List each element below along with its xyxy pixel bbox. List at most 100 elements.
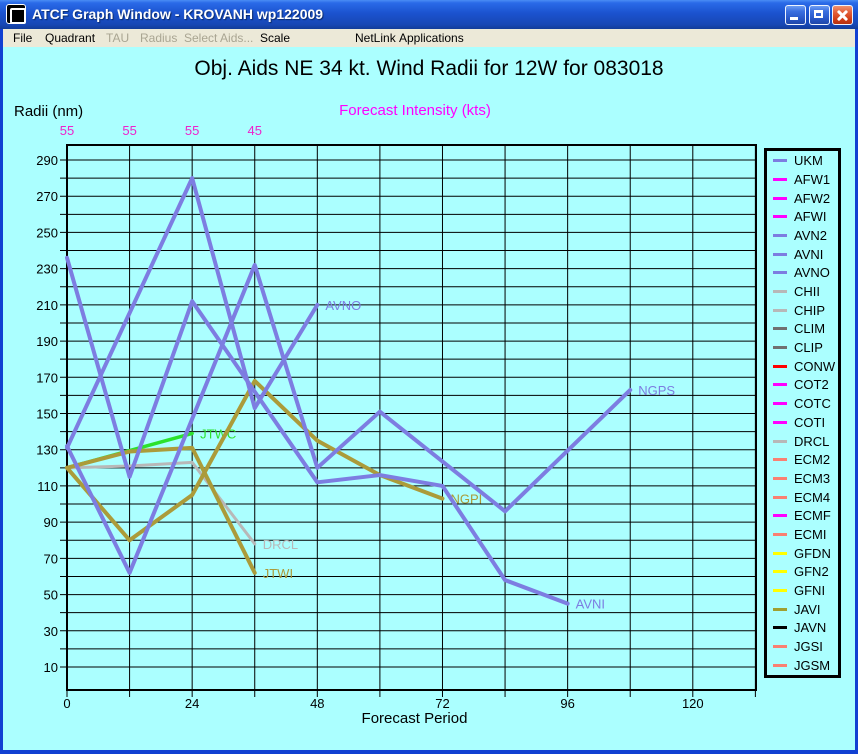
legend-swatch-drcl [773, 439, 787, 443]
legend-label-clip: CLIP [794, 340, 823, 356]
legend-label-javn: JAVN [794, 620, 827, 636]
minimize-button[interactable] [785, 5, 806, 25]
y-axis-title: Radii (nm) [14, 103, 84, 120]
legend-swatch-ecm4 [773, 495, 787, 499]
menu-item-radius: Radius [140, 31, 178, 45]
legend-box: UKM AFW1 AFW2 AFWI AVN2 AVNI AVNO CHII CHIP CLIM C… [764, 148, 841, 678]
legend-label-ecm4: ECM4 [794, 489, 831, 505]
legend-label-avni: AVNI [794, 246, 824, 262]
legend-label-gfn2: GFN2 [794, 564, 829, 580]
legend-swatch-ukm [773, 159, 787, 163]
menu-item-applications[interactable]: Applications [399, 31, 464, 45]
x-axis-title: Forecast Period [361, 710, 468, 727]
legend-label-afw1: AFW1 [794, 171, 831, 187]
x-tick-label-48: 48 [310, 696, 324, 711]
legend-item-gfdn: GFDN [767, 544, 838, 562]
x-tick-label-72: 72 [435, 696, 449, 711]
window-title: ATCF Graph Window - KROVANH wp122009 [32, 6, 324, 22]
legend-label-conw: CONW [794, 358, 836, 374]
chart-title: Obj. Aids NE 34 kt. Wind Radii for 12W f… [194, 57, 664, 80]
series-line-drcl [65, 460, 257, 546]
legend-label-ecm2: ECM2 [794, 452, 831, 468]
legend-item-javn: JAVN [767, 619, 838, 637]
y-tick-label-130: 130 [36, 443, 58, 458]
legend-label-drcl: DRCL [794, 433, 830, 449]
legend-item-ukm: UKM [767, 152, 838, 170]
legend-item-coti: COTI [767, 413, 838, 431]
menu-item-netlink[interactable]: NetLink [355, 31, 396, 45]
forecast-intensity-value-12: 55 [122, 123, 136, 138]
legend-swatch-afwi [773, 215, 787, 219]
y-tick-label-70: 70 [44, 551, 58, 566]
legend-item-cot2: COT2 [767, 376, 838, 394]
y-tick-label-190: 190 [36, 334, 58, 349]
legend-item-conw: CONW [767, 357, 838, 375]
legend-swatch-coti [773, 420, 787, 424]
legend-swatch-javi [773, 607, 787, 611]
x-tick-label-96: 96 [560, 696, 574, 711]
series-line-ngps [65, 263, 633, 575]
y-tick-label-230: 230 [36, 262, 58, 277]
app-icon [6, 4, 26, 24]
menu-item-selectaids: Select Aids... [184, 31, 254, 45]
legend-swatch-avno [773, 271, 787, 275]
legend-swatch-chii [773, 290, 787, 293]
legend-swatch-cot2 [773, 383, 787, 387]
y-tick-label-50: 50 [44, 588, 58, 603]
y-tick-label-110: 110 [37, 479, 58, 494]
y-tick-label-270: 270 [36, 189, 58, 204]
series-line-jtwi [65, 445, 257, 575]
menu-item-file[interactable]: File [13, 31, 33, 45]
legend-swatch-avn2 [773, 233, 787, 237]
legend-swatch-gfdn [773, 551, 787, 555]
legend-item-afw1: AFW1 [767, 170, 838, 188]
legend-swatch-ecm3 [773, 476, 787, 480]
legend-swatch-cotc [773, 402, 787, 406]
legend-label-gfni: GFNI [794, 583, 826, 598]
chart-area: Obj. Aids NE 34 kt. Wind Radii for 12W f… [3, 47, 855, 750]
legend-item-afwi: AFWI [767, 208, 838, 226]
y-tick-label-30: 30 [44, 624, 58, 639]
legend-item-cotc: COTC [767, 395, 838, 413]
series-label-jtwc: JTWC [200, 426, 236, 441]
legend-label-clim: CLIM [794, 321, 826, 337]
menu-item-quadrant[interactable]: Quadrant [45, 31, 96, 45]
legend-label-avn2: AVN2 [794, 227, 827, 243]
series-label-avno: AVNO [325, 298, 361, 313]
forecast-intensity-value-24: 55 [185, 123, 199, 138]
forecast-intensity-value-36: 45 [248, 123, 262, 138]
legend-item-avn2: AVN2 [767, 226, 838, 244]
legend-label-cotc: COTC [794, 396, 831, 412]
x-tick-label-24: 24 [185, 696, 199, 711]
legend-item-avni: AVNI [767, 245, 838, 263]
legend-label-ecmf: ECMF [794, 508, 831, 524]
series-line-avno [65, 176, 320, 450]
legend-swatch-clim [773, 327, 787, 331]
series-label-jtwi: JTWI [263, 566, 293, 581]
legend-label-avno: AVNO [794, 265, 830, 281]
plot-frame [66, 144, 757, 691]
legend-label-jgsm: JGSM [794, 657, 831, 673]
title-bar[interactable]: ATCF Graph Window - KROVANH wp122009 [0, 0, 858, 29]
legend-swatch-ecmi [773, 532, 787, 536]
series-line-avni [65, 255, 570, 606]
legend-label-jgsi: JGSI [794, 639, 823, 655]
legend-label-ukm: UKM [794, 153, 823, 169]
legend-item-ecm3: ECM3 [767, 469, 838, 487]
series-label-avni: AVNI [576, 597, 605, 612]
legend-item-afw2: AFW2 [767, 189, 838, 207]
legend-swatch-afw1 [773, 177, 787, 181]
menu-item-tau: TAU [106, 31, 130, 45]
legend-item-gfni: GFNI [767, 582, 838, 600]
menu-item-scale[interactable]: Scale [260, 31, 291, 45]
forecast-intensity-title: Forecast Intensity (kts) [339, 102, 491, 119]
legend-swatch-gfni [773, 589, 787, 592]
legend-swatch-ecm2 [773, 458, 787, 462]
maximize-button[interactable] [809, 5, 830, 25]
close-button[interactable] [832, 5, 853, 25]
y-tick-label-150: 150 [36, 407, 58, 422]
y-tick-label-170: 170 [36, 370, 58, 385]
legend-item-gfn2: GFN2 [767, 563, 838, 581]
legend-swatch-chip [773, 308, 787, 312]
